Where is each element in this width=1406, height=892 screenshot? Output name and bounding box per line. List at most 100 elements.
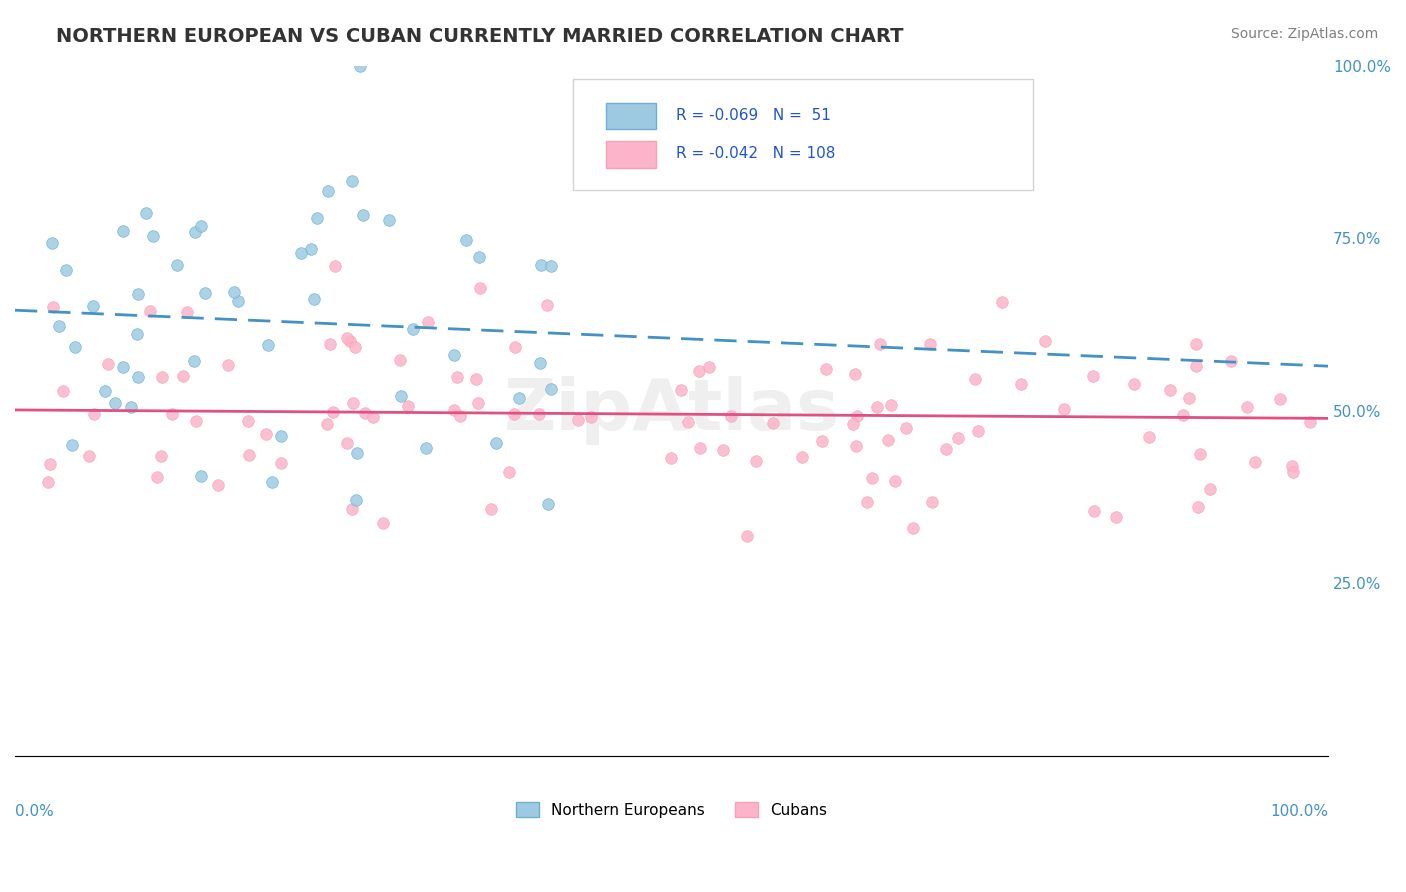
Point	[304, 292, 326, 306]
Point	[344, 493, 367, 508]
Point	[402, 321, 425, 335]
FancyBboxPatch shape	[606, 142, 655, 168]
Point	[207, 477, 229, 491]
Point	[226, 293, 249, 308]
Point	[470, 281, 492, 295]
Point	[378, 213, 401, 227]
Point	[688, 364, 710, 378]
Text: NORTHERN EUROPEAN VS CUBAN CURRENTLY MARRIED CORRELATION CHART: NORTHERN EUROPEAN VS CUBAN CURRENTLY MAR…	[56, 27, 904, 45]
Point	[96, 357, 118, 371]
Point	[323, 259, 346, 273]
Point	[921, 495, 943, 509]
Point	[127, 370, 149, 384]
Point	[1184, 359, 1206, 373]
Point	[790, 450, 813, 464]
Text: Source: ZipAtlas.com: Source: ZipAtlas.com	[1230, 27, 1378, 41]
Point	[82, 299, 104, 313]
Point	[39, 457, 62, 471]
Point	[1178, 391, 1201, 405]
Point	[1105, 510, 1128, 524]
Point	[194, 286, 217, 301]
Point	[467, 395, 489, 409]
Point	[127, 287, 149, 301]
Point	[1010, 376, 1032, 391]
Point	[844, 367, 866, 381]
Point	[527, 408, 550, 422]
Point	[166, 258, 188, 272]
Point	[222, 285, 245, 300]
Point	[1243, 455, 1265, 469]
Point	[396, 399, 419, 413]
Point	[336, 331, 359, 345]
Point	[41, 235, 63, 250]
Point	[449, 409, 471, 424]
Point	[454, 233, 477, 247]
Point	[52, 384, 75, 399]
Point	[342, 502, 364, 516]
Point	[1187, 500, 1209, 514]
Point	[322, 405, 344, 419]
Point	[142, 229, 165, 244]
Point	[94, 384, 117, 398]
Point	[697, 360, 720, 375]
Point	[83, 407, 105, 421]
Point	[884, 474, 907, 488]
Point	[371, 516, 394, 530]
Point	[503, 407, 526, 421]
Point	[120, 400, 142, 414]
Point	[866, 400, 889, 414]
Point	[659, 450, 682, 465]
Point	[446, 369, 468, 384]
Point	[845, 409, 868, 423]
Point	[354, 405, 377, 419]
Point	[183, 354, 205, 368]
Point	[254, 426, 277, 441]
Point	[1281, 459, 1303, 474]
Point	[190, 219, 212, 233]
Text: 0.0%: 0.0%	[15, 804, 53, 819]
Point	[1298, 415, 1320, 429]
Point	[1137, 430, 1160, 444]
Point	[762, 416, 785, 430]
Point	[711, 443, 734, 458]
Point	[842, 417, 865, 432]
Text: ZipAtlas: ZipAtlas	[503, 376, 839, 445]
Point	[146, 469, 169, 483]
Point	[257, 338, 280, 352]
Point	[946, 431, 969, 445]
Point	[238, 449, 260, 463]
Point	[464, 372, 486, 386]
Point	[443, 403, 465, 417]
Point	[299, 242, 322, 256]
Point	[720, 409, 742, 423]
Point	[335, 436, 357, 450]
Point	[238, 414, 260, 428]
Point	[415, 442, 437, 456]
Point	[342, 396, 364, 410]
Point	[150, 370, 173, 384]
Point	[262, 475, 284, 489]
Point	[389, 389, 412, 403]
Point	[567, 413, 589, 427]
Point	[503, 341, 526, 355]
Point	[342, 174, 364, 188]
Point	[860, 471, 883, 485]
Point	[689, 441, 711, 455]
Point	[138, 304, 160, 318]
Point	[60, 438, 83, 452]
Point	[508, 391, 530, 405]
Point	[112, 224, 135, 238]
Point	[184, 414, 207, 428]
Point	[479, 502, 502, 516]
Point	[896, 421, 918, 435]
Point	[876, 434, 898, 448]
Point	[965, 372, 987, 386]
Point	[48, 318, 70, 333]
Point	[316, 417, 339, 432]
Point	[1083, 504, 1105, 518]
Point	[1199, 482, 1222, 496]
Point	[103, 396, 125, 410]
Point	[418, 315, 440, 329]
Point	[903, 521, 925, 535]
Point	[1188, 448, 1211, 462]
